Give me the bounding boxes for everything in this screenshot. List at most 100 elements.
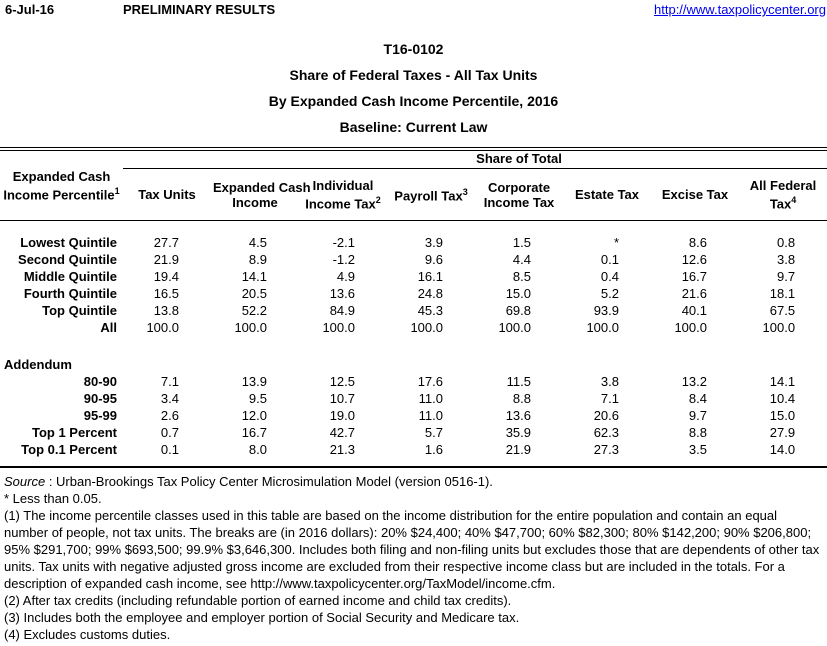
footnote-1: (1) The income percentile classes used i… (4, 507, 820, 591)
report-date: 6-Jul-16 (5, 2, 55, 17)
footnotes: Source : Urban-Brookings Tax Policy Cent… (0, 468, 827, 643)
cell: 20.5 (241, 285, 267, 301)
cell: 62.3 (593, 424, 619, 440)
cell: 45.3 (417, 302, 443, 318)
column-header-text: Tax Units (138, 187, 196, 202)
share-of-federal-taxes-table: Expanded Cash Income Percentile1 Share o… (0, 147, 827, 468)
cell: 14.0 (769, 441, 796, 457)
row-label: Fourth Quintile (23, 285, 117, 301)
table-row-second-quintile: Second Quintile 21.9 8.9 -1.2 9.6 4.4 0.… (0, 251, 827, 268)
cell: 24.8 (417, 285, 443, 301)
cell: 8.0 (248, 441, 267, 457)
spacer (0, 336, 827, 356)
cell: 5.7 (424, 424, 443, 440)
cell: 11.5 (506, 373, 531, 389)
cell: 20.6 (593, 407, 619, 423)
asterisk-note: * Less than 0.05. (4, 490, 102, 506)
cell: 9.7 (688, 407, 707, 423)
cell: 13.9 (241, 373, 267, 389)
cell: 2.6 (160, 407, 179, 423)
group-header-row: Expanded Cash Income Percentile1 Share o… (0, 149, 827, 221)
spacer (0, 221, 827, 234)
row-label: 90-95 (83, 390, 117, 406)
column-header-text: Estate Tax (574, 187, 640, 202)
cell: 16.5 (153, 285, 179, 301)
column-header-estate-tax: Estate Tax (563, 168, 651, 221)
column-header-all-federal-tax: All Federal Tax4 (739, 168, 827, 221)
cell: 27.7 (153, 234, 179, 250)
column-header-text: Individual (312, 177, 374, 193)
spacer (123, 356, 827, 373)
spacer-row (0, 221, 827, 234)
table-row-top-1-percent: Top 1 Percent 0.7 16.7 42.7 5.7 35.9 62.… (0, 424, 827, 441)
cell: 19.0 (329, 407, 355, 423)
column-header-text: Expanded Cash (213, 179, 311, 195)
cell: 4.9 (336, 268, 355, 284)
cell: 8.9 (248, 251, 267, 267)
column-header-text: Income Tax (483, 194, 555, 210)
table-row-fourth-quintile: Fourth Quintile 16.5 20.5 13.6 24.8 15.0… (0, 285, 827, 302)
cell: 16.1 (417, 268, 443, 284)
cell: 13.6 (329, 285, 355, 301)
cell: 9.5 (248, 390, 267, 406)
cell: 67.5 (769, 302, 796, 318)
cell: 5.2 (600, 285, 619, 301)
title-line-1: Share of Federal Taxes - All Tax Units (289, 67, 538, 83)
column-header-individual-income-tax: Individual Income Tax2 (299, 168, 387, 221)
top-bar: 6-Jul-16 PRELIMINARY RESULTS http://www.… (0, 0, 827, 17)
column-header-excise-tax: Excise Tax (651, 168, 739, 221)
cell: 100.0 (234, 319, 267, 335)
cell: 84.9 (329, 302, 355, 318)
row-label: 95-99 (83, 407, 117, 423)
cell: 7.1 (600, 390, 619, 406)
cell: 0.1 (600, 251, 619, 267)
cell: 52.2 (241, 302, 267, 318)
table-row-top-01-percent: Top 0.1 Percent 0.1 8.0 21.3 1.6 21.9 27… (0, 441, 827, 458)
title-line-3: Baseline: Current Law (339, 119, 488, 135)
cell: 21.9 (505, 441, 531, 457)
cell: 18.1 (769, 285, 796, 301)
cell: 21.6 (681, 285, 707, 301)
footnote-2: (2) After tax credits (including refunda… (4, 592, 512, 608)
row-label: All (100, 319, 117, 335)
cell: 0.7 (160, 424, 179, 440)
cell: 21.9 (153, 251, 179, 267)
cell: 12.0 (241, 407, 267, 423)
addendum-label-row: Addendum (0, 356, 827, 373)
cell: 13.2 (681, 373, 707, 389)
group-header-spacer (123, 149, 211, 169)
cell: 8.5 (512, 268, 531, 284)
row-header-line1: Expanded Cash (12, 168, 111, 184)
row-label: Top 0.1 Percent (21, 441, 117, 457)
cell: 3.9 (424, 234, 443, 250)
column-header-text: Income (232, 194, 278, 210)
spacer-row (0, 336, 827, 356)
taxpolicycenter-link[interactable]: http://www.taxpolicycenter.org (654, 2, 826, 17)
cell: 13.8 (153, 302, 179, 318)
source-text: : Urban-Brookings Tax Policy Center Micr… (45, 473, 493, 489)
cell: 8.6 (688, 234, 707, 250)
cell: 15.0 (505, 285, 531, 301)
cell: 19.4 (153, 268, 179, 284)
table-row-all: All 100.0 100.0 100.0 100.0 100.0 100.0 … (0, 319, 827, 336)
row-header: Expanded Cash Income Percentile1 (0, 149, 123, 221)
row-header-line2: Income Percentile (3, 187, 115, 203)
cell: 100.0 (586, 319, 619, 335)
cell: 13.6 (505, 407, 531, 423)
table-row-lowest-quintile: Lowest Quintile 27.7 4.5 -2.1 3.9 1.5 * … (0, 234, 827, 251)
cell: 100.0 (322, 319, 355, 335)
addendum-label: Addendum (4, 356, 72, 372)
cell: 4.5 (248, 234, 267, 250)
title-line-2: By Expanded Cash Income Percentile, 2016 (268, 93, 559, 109)
cell: 100.0 (146, 319, 179, 335)
cell: 12.5 (329, 373, 355, 389)
column-header-corporate-income-tax: Corporate Income Tax (475, 168, 563, 221)
cell: -2.1 (332, 234, 355, 250)
cell: 16.7 (241, 424, 267, 440)
cell: 27.9 (769, 424, 796, 440)
group-header-share-of-total: Share of Total (211, 149, 827, 169)
cell: 100.0 (410, 319, 443, 335)
cell: 9.6 (424, 251, 443, 267)
preliminary-results-label: PRELIMINARY RESULTS (123, 2, 276, 17)
footnote-marker: 4 (791, 194, 797, 205)
